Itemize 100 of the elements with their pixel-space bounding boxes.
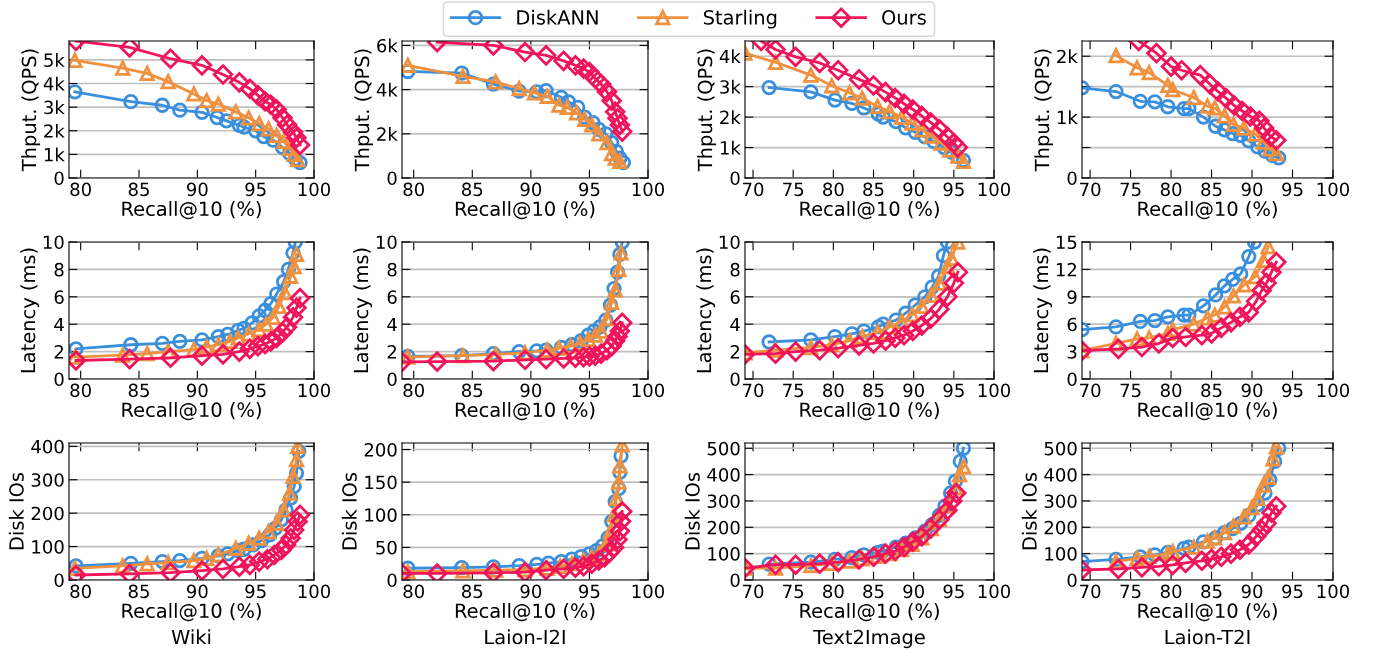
x-tick-label: 80: [823, 584, 844, 599]
y-axis-title: Thput. (QPS): [1034, 49, 1054, 172]
y-tick-label: 2k: [720, 110, 741, 124]
y-axis-title: Thput. (QPS): [354, 49, 374, 172]
x-tick-label: 80: [1160, 584, 1182, 599]
x-tick-label: 100: [978, 383, 1011, 398]
y-tick-label: 6: [1067, 317, 1077, 332]
y-tick-label: 10: [43, 235, 64, 250]
text: Laion-T2I: [1165, 629, 1250, 645]
x-tick-label: 75: [783, 383, 804, 398]
y-tick-label: 3k: [720, 79, 741, 94]
x-tick-label: 80: [70, 383, 91, 398]
y-tick-label: 6: [730, 290, 740, 304]
x-tick-label: 90: [520, 584, 542, 599]
y-tick-label: 100: [365, 508, 397, 522]
y-tick-label: 50: [376, 540, 397, 555]
y-axis-title: Thput. (QPS): [697, 49, 717, 172]
y-tick-label: 2: [387, 345, 397, 359]
y-tick-label: 300: [707, 494, 740, 509]
y-tick-label: 0: [1067, 573, 1077, 588]
x-axis-title: Recall@10 (%): [800, 201, 939, 220]
x-tick-label: 90: [186, 182, 208, 197]
x-tick-label: 80: [1160, 182, 1182, 197]
y-tick-label: 0: [387, 573, 397, 588]
x-axis-title: Recall@10 (%): [1138, 402, 1277, 421]
y-axis-title: Disk IOs: [341, 472, 357, 550]
x-tick-label: 90: [903, 584, 924, 599]
y-tick-label: 100: [708, 547, 740, 561]
x-tick-label: 80: [823, 383, 844, 398]
x-tick-label: 85: [462, 584, 483, 599]
y-tick-label: 2k: [1057, 49, 1078, 64]
y-tick-label: 100: [1045, 547, 1077, 561]
y-axis-title: Latency (ms): [20, 248, 40, 373]
x-tick-label: 85: [462, 182, 483, 197]
x-tick-label: 70: [1080, 383, 1101, 398]
x-tick-label: 90: [903, 182, 924, 197]
x-tick-label: 100: [1317, 182, 1350, 197]
y-tick-label: 0: [54, 372, 64, 387]
y-tick-label: 10: [719, 235, 740, 250]
y-tick-label: 2k: [44, 123, 65, 138]
y-tick-label: 400: [707, 468, 740, 482]
x-tick-label: 95: [245, 182, 266, 197]
x-tick-label: 80: [70, 584, 91, 599]
y-tick-label: 2: [54, 345, 64, 359]
x-tick-label: 95: [579, 383, 600, 398]
y-tick-label: 0: [387, 372, 397, 387]
x-tick-label: 85: [1201, 182, 1222, 197]
x-tick-label: 85: [863, 182, 884, 197]
x-tick-label: 85: [863, 383, 884, 398]
y-tick-label: 12: [1056, 262, 1077, 277]
y-tick-label: 6k: [377, 38, 398, 53]
x-tick-label: 85: [128, 383, 149, 398]
y-tick-label: 4k: [719, 49, 741, 64]
y-tick-label: 0: [730, 171, 740, 186]
x-tick-label: 90: [520, 182, 542, 197]
y-tick-label: 1k: [1057, 110, 1078, 124]
x-axis-title: Recall@10 (%): [122, 603, 261, 622]
y-tick-label: 300: [31, 473, 64, 487]
x-tick-label: 95: [943, 584, 964, 599]
x-tick-label: 85: [863, 584, 884, 599]
y-tick-label: 10: [376, 235, 397, 250]
x-tick-label: 95: [1282, 383, 1303, 398]
x-tick-label: 100: [632, 383, 665, 398]
y-tick-label: 0: [730, 372, 740, 387]
x-tick-label: 80: [1160, 383, 1182, 398]
y-tick-label: 4k: [43, 76, 65, 91]
x-tick-label: 90: [1241, 182, 1263, 197]
y-tick-label: 0: [1067, 372, 1077, 387]
x-tick-label: 85: [128, 182, 149, 197]
text: Laion-I2I: [485, 629, 565, 645]
text: Text2Image: [813, 629, 925, 649]
y-tick-label: 500: [1044, 441, 1077, 456]
x-tick-label: 100: [978, 584, 1011, 599]
x-axis-title: Recall@10 (%): [1138, 603, 1277, 622]
y-tick-label: 500: [707, 441, 740, 456]
y-tick-label: 8: [730, 262, 740, 277]
x-axis-title: Recall@10 (%): [455, 603, 595, 622]
x-tick-label: 100: [298, 383, 331, 398]
y-axis-title: Disk IOs: [8, 472, 24, 550]
legend-label: Starling: [703, 9, 777, 29]
y-tick-label: 150: [365, 475, 397, 490]
legend-label: DiskANN: [517, 9, 598, 25]
y-tick-label: 100: [32, 540, 64, 554]
y-axis-title: Latency (ms): [696, 248, 716, 373]
x-tick-label: 70: [743, 383, 764, 398]
y-axis-title: Disk IOs: [684, 472, 700, 550]
y-axis-title: Latency (ms): [1033, 248, 1053, 373]
x-tick-label: 90: [1241, 584, 1263, 599]
x-tick-label: 80: [403, 182, 424, 197]
y-tick-label: 0: [387, 171, 397, 186]
x-axis-title: Recall@10 (%): [800, 402, 939, 421]
y-tick-label: 4k: [376, 82, 398, 97]
x-tick-label: 100: [1317, 584, 1350, 599]
y-tick-label: 0: [54, 573, 64, 588]
y-tick-label: 200: [707, 520, 740, 535]
x-tick-label: 100: [1317, 383, 1350, 398]
x-tick-label: 70: [743, 584, 764, 599]
x-tick-label: 70: [743, 182, 764, 197]
x-tick-label: 100: [978, 182, 1011, 197]
x-tick-label: 75: [783, 182, 804, 197]
